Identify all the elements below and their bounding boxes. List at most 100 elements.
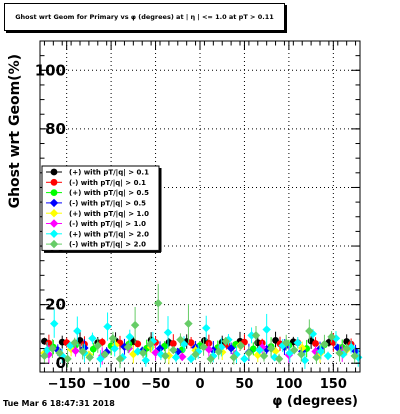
data-point xyxy=(323,351,333,361)
data-point xyxy=(100,350,110,359)
data-point xyxy=(71,346,80,356)
legend-label: (+) with pT/|q| > 0.1 xyxy=(69,169,149,178)
data-point xyxy=(312,340,319,347)
data-point xyxy=(266,344,276,353)
data-point xyxy=(154,298,163,308)
data-point xyxy=(255,345,264,355)
legend-label: (-) with pT/|q| > 0.5 xyxy=(69,200,146,209)
data-point xyxy=(134,340,142,348)
data-point xyxy=(70,338,79,347)
data-point xyxy=(50,319,59,328)
data-point xyxy=(236,341,246,350)
data-point xyxy=(141,356,150,365)
legend-label: (-) with pT/|q| > 0.1 xyxy=(69,179,146,188)
data-series xyxy=(40,283,363,369)
legend-marker xyxy=(50,178,58,186)
data-point xyxy=(202,323,211,333)
data-point xyxy=(78,347,87,356)
data-point xyxy=(274,354,284,364)
y-tick-label: 20 xyxy=(45,296,66,314)
data-point xyxy=(282,338,291,347)
chart-title-text: Ghost wrt Geom for Primary vs φ (degrees… xyxy=(15,13,274,21)
data-point xyxy=(115,354,125,364)
data-point xyxy=(178,352,187,361)
data-point xyxy=(199,342,208,352)
x-axis-label: φ (degrees) xyxy=(272,394,358,409)
data-point xyxy=(161,351,170,361)
data-point xyxy=(110,344,119,353)
data-point xyxy=(297,350,306,359)
data-point xyxy=(298,343,307,353)
legend-marker xyxy=(49,239,59,249)
data-point xyxy=(327,332,336,342)
data-point xyxy=(146,339,155,349)
legend-marker xyxy=(49,219,59,228)
data-point xyxy=(221,337,230,346)
data-point xyxy=(305,326,314,336)
y-tick-label: 0 xyxy=(56,354,66,372)
data-point xyxy=(259,351,269,361)
data-point xyxy=(63,354,72,364)
legend-marker xyxy=(49,229,59,238)
data-point xyxy=(262,325,271,334)
data-point xyxy=(169,340,177,347)
legend-marker xyxy=(50,189,58,197)
data-point xyxy=(184,319,193,328)
data-point xyxy=(316,347,326,356)
data-point xyxy=(350,351,359,361)
data-point xyxy=(89,345,97,353)
legend-label: (+) with pT/|q| > 2.0 xyxy=(69,230,149,239)
y-axis-label: Ghost wrt Geom(%) xyxy=(7,54,23,208)
data-point xyxy=(138,348,148,358)
x-tick-label: 50 xyxy=(235,377,253,392)
data-point xyxy=(40,351,49,361)
data-point xyxy=(335,348,344,358)
x-tick-label: −150 xyxy=(48,377,86,392)
data-point xyxy=(247,331,256,340)
data-point xyxy=(108,334,118,343)
data-point xyxy=(300,356,310,365)
data-point xyxy=(244,348,254,358)
chart-title: Ghost wrt Geom for Primary vs φ (degrees… xyxy=(4,3,285,31)
legend-marker xyxy=(49,198,59,208)
data-point xyxy=(187,339,195,347)
data-point xyxy=(290,345,299,355)
x-tick-label: −50 xyxy=(141,377,170,392)
data-point xyxy=(229,353,238,362)
data-point xyxy=(98,338,106,346)
legend-label: (-) with pT/|q| > 1.0 xyxy=(69,220,146,229)
x-tick-label: 150 xyxy=(320,377,347,392)
data-point xyxy=(179,339,189,349)
legend-label: (+) with pT/|q| > 0.5 xyxy=(69,189,149,198)
data-point xyxy=(96,354,105,364)
data-point xyxy=(55,348,64,358)
data-point xyxy=(186,354,196,364)
data-point xyxy=(88,334,97,343)
data-point xyxy=(76,336,84,344)
data-point xyxy=(123,342,133,352)
data-point xyxy=(342,344,351,353)
data-point xyxy=(156,350,166,359)
y-tick-label: 100 xyxy=(35,61,66,79)
data-point xyxy=(251,331,261,340)
data-point xyxy=(206,354,215,364)
legend-marker xyxy=(50,168,58,176)
data-point xyxy=(240,354,249,364)
data-point xyxy=(125,332,134,342)
legend-marker xyxy=(49,209,59,218)
data-point xyxy=(103,322,112,331)
legend-label: (-) with pT/|q| > 2.0 xyxy=(69,241,146,250)
data-point xyxy=(311,347,320,356)
series-8 xyxy=(40,283,359,369)
x-tick-label: 100 xyxy=(275,377,302,392)
data-point xyxy=(226,344,236,353)
data-point xyxy=(176,335,185,344)
data-point xyxy=(191,350,200,359)
data-point xyxy=(214,347,223,356)
data-point xyxy=(163,328,173,337)
data-point xyxy=(66,341,75,350)
data-point xyxy=(249,345,257,353)
data-point xyxy=(42,345,52,355)
x-tick-label: 0 xyxy=(195,377,204,392)
